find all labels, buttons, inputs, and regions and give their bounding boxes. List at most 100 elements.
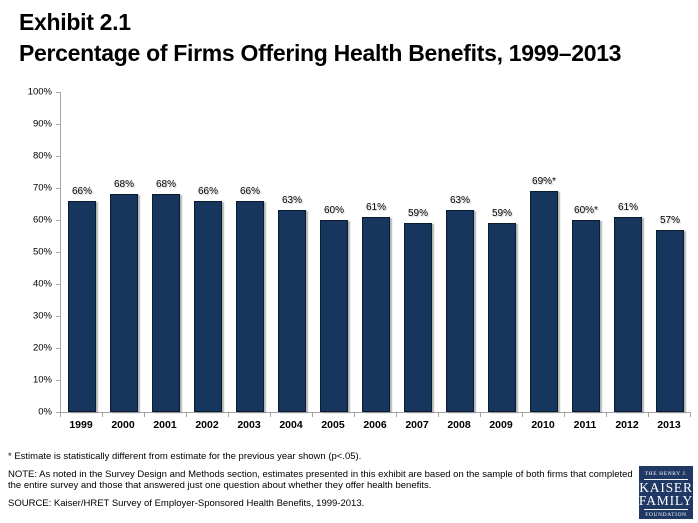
bar-2012 (614, 216, 642, 412)
bar-2013 (656, 229, 684, 412)
bar-group-2012: 61% (607, 202, 649, 412)
bar-group-2005: 60% (313, 205, 355, 412)
x-axis-tick-mark (607, 413, 649, 417)
kaiser-family-foundation-logo: THE HENRY J. KAISER FAMILY FOUNDATION (639, 466, 693, 519)
footnote-source: SOURCE: Kaiser/HRET Survey of Employer-S… (8, 497, 365, 509)
exhibit-number: Exhibit 2.1 (19, 9, 131, 35)
y-axis-tick-mark (56, 220, 60, 221)
bar-group-2003: 66% (229, 186, 271, 412)
x-axis-tick-mark (523, 413, 565, 417)
y-axis-tick-label: 50% (32, 246, 52, 258)
bar-value-label: 69%* (532, 176, 556, 188)
bar-value-label: 66% (71, 185, 92, 197)
bar-group-2007: 59% (397, 208, 439, 412)
logo-text-family: FAMILY (638, 492, 694, 508)
footnote-estimate: * Estimate is statistically different fr… (8, 451, 362, 462)
bar-value-label: 57% (659, 214, 680, 226)
bar-2004 (278, 210, 306, 412)
bar-2009 (488, 223, 516, 412)
bar-group-2000: 68% (103, 179, 145, 412)
bar-value-label: 66% (239, 185, 260, 197)
bar-group-2010: 69%* (523, 176, 565, 412)
x-axis-label: 2012 (615, 419, 639, 431)
bar-value-label: 68% (113, 179, 134, 191)
bar-group-2008: 63% (439, 195, 481, 412)
x-axis-tick-mark (103, 413, 145, 417)
bar-group-1999: 66% (61, 186, 103, 412)
y-axis-tick-mark (56, 348, 60, 349)
bar-2006 (362, 216, 390, 412)
bar-2001 (152, 194, 180, 412)
logo-divider (644, 509, 688, 510)
bar-2000 (110, 194, 138, 412)
x-axis-label: 1999 (69, 419, 93, 431)
bar-2007 (404, 223, 432, 412)
logo-divider (644, 479, 688, 480)
x-axis-tick-mark (313, 413, 355, 417)
bar-2002 (194, 200, 222, 412)
x-axis-label: 2008 (447, 419, 471, 431)
bar-value-label: 63% (281, 195, 302, 207)
bar-group-2013: 57% (649, 215, 691, 412)
bar-1999 (68, 200, 96, 412)
x-axis-tick-marks (60, 413, 691, 417)
logo-text-top: THE HENRY J. (644, 471, 688, 477)
x-axis-tick-mark (481, 413, 523, 417)
x-axis-label: 2010 (531, 419, 555, 431)
y-axis-tick-label: 30% (32, 310, 52, 322)
bar-chart: 100% 90% 80% 70% 60% 50% 40% 30% 20% 10% 0% 66% 68%… (26, 87, 691, 418)
y-axis-tick-mark (56, 124, 60, 125)
bar-group-2004: 63% (271, 195, 313, 412)
y-axis-tick-mark (56, 284, 60, 285)
x-axis-label: 2011 (573, 419, 597, 431)
bar-group-2001: 68% (145, 179, 187, 412)
x-axis-labels: 1999 2000 2001 2002 2003 2004 2005 2006 2007 2008… (60, 419, 690, 431)
bar-value-label: 63% (449, 195, 470, 207)
bar-group-2002: 66% (187, 186, 229, 412)
footnotes: * Estimate is statistically different fr… (8, 451, 644, 517)
x-axis-tick-mark (565, 413, 607, 417)
x-axis-tick-mark (271, 413, 313, 417)
x-axis-tick-mark (439, 413, 481, 417)
bar-value-label: 59% (407, 208, 428, 220)
bar-2003 (236, 200, 264, 412)
y-axis-tick-mark (56, 316, 60, 317)
x-axis-label: 2006 (363, 419, 387, 431)
bar-group-2009: 59% (481, 208, 523, 412)
y-axis-tick-label: 90% (32, 118, 52, 130)
x-axis-label: 2002 (195, 419, 219, 431)
x-axis-label: 2009 (489, 419, 513, 431)
y-axis-tick-label: 20% (32, 342, 52, 354)
y-axis: 100% 90% 80% 70% 60% 50% 40% 30% 20% 10% 0% (26, 87, 60, 418)
logo-text-kaiser: KAISER (639, 480, 693, 495)
x-axis-label: 2005 (321, 419, 345, 431)
bar-value-label: 66% (197, 185, 218, 197)
y-axis-tick-label: 60% (32, 214, 52, 226)
y-axis-tick-mark (56, 156, 60, 157)
bar-value-label: 60%* (574, 205, 598, 216)
x-axis-label: 2000 (111, 419, 135, 431)
x-axis-label: 2007 (405, 419, 429, 431)
y-axis-tick-label: 70% (32, 182, 52, 194)
y-axis-tick-mark (56, 412, 60, 413)
x-axis-tick-mark (145, 413, 187, 417)
title-block: Exhibit 2.1 Percentage of Firms Offering… (19, 7, 621, 69)
y-axis-tick-label: 80% (32, 150, 52, 162)
plot-area: 66% 68% 68% 66% 66% 63% 60% 61% 59% 63% 59% 69%* 60%… (60, 92, 691, 413)
x-axis-tick-mark (187, 413, 229, 417)
logo-text-bottom: FOUNDATION (645, 512, 687, 518)
x-axis-tick-mark (355, 413, 397, 417)
x-axis-label: 2013 (657, 419, 681, 431)
x-axis-label: 2001 (153, 419, 177, 431)
footnote-note: NOTE: As noted in the Survey Design and … (8, 468, 633, 491)
y-axis-tick-label: 10% (32, 374, 52, 386)
x-axis-tick-mark (61, 413, 103, 417)
y-axis-tick-label: 40% (32, 278, 52, 290)
x-axis-tick-mark (229, 413, 271, 417)
y-axis-tick-label: 0% (38, 406, 52, 418)
bar-2008 (446, 210, 474, 412)
bar-value-label: 60% (323, 205, 344, 216)
bar-group-2011: 60%* (565, 205, 607, 412)
y-axis-tick-label: 100% (27, 86, 52, 98)
x-axis-tick-mark (649, 413, 691, 417)
